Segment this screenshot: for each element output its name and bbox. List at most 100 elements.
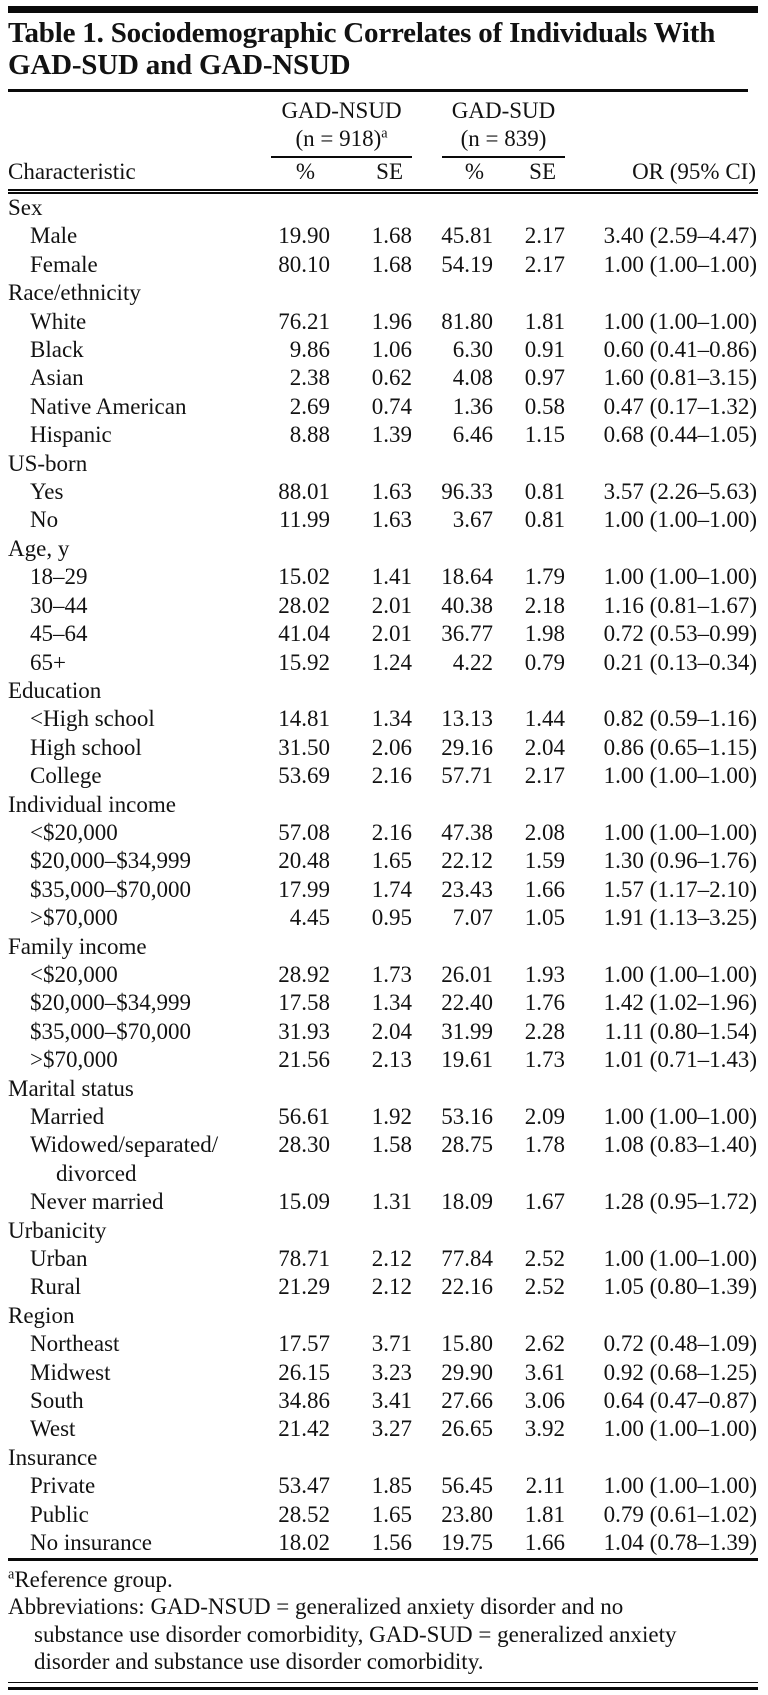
row-label: High school bbox=[30, 734, 142, 760]
se-nsud-value: 1.74 bbox=[371, 876, 412, 902]
row-label: Rural bbox=[30, 1274, 82, 1300]
pct-sud-value: 29.90 bbox=[441, 1359, 493, 1385]
section-header-row: Insurance bbox=[8, 1444, 758, 1472]
row-label: Urban bbox=[30, 1246, 88, 1272]
footnote-line: substance use disorder comorbidity, GAD-… bbox=[34, 1621, 677, 1647]
row-label: No bbox=[30, 507, 59, 533]
se-nsud-value: 1.92 bbox=[371, 1104, 412, 1129]
pct-sud-value: 22.40 bbox=[441, 990, 493, 1016]
se-nsud-value: 1.68 bbox=[371, 223, 412, 249]
pct-sud-value: 6.30 bbox=[452, 337, 493, 363]
table-header: GAD-NSUD (n = 918)a GAD-SUD (n = 839) Ch… bbox=[8, 92, 758, 194]
se-nsud-value: 1.31 bbox=[371, 1189, 412, 1215]
se-sud-value: 1.15 bbox=[524, 422, 565, 448]
row-label: South bbox=[30, 1388, 84, 1414]
table-row: Northeast 17.57 3.71 15.80 2.62 0.72 (0.48–1.… bbox=[8, 1330, 758, 1358]
pct-nsud-value: 15.92 bbox=[278, 649, 330, 675]
pct-nsud-value: 78.71 bbox=[278, 1246, 330, 1272]
row-label: 45–64 bbox=[30, 621, 88, 647]
se-sud-value: 3.92 bbox=[524, 1416, 565, 1442]
col-header-or-ci: OR (95% CI) bbox=[565, 158, 758, 194]
row-label: Midwest bbox=[30, 1359, 111, 1385]
se-sud-value: 2.11 bbox=[525, 1473, 565, 1499]
or-ci-value: 1.30 (0.96–1.76) bbox=[603, 848, 757, 874]
table-row: Asian 2.38 0.62 4.08 0.97 1.60 (0.81–3.15) bbox=[8, 364, 758, 392]
or-ci-value: 1.01 (0.71–1.43) bbox=[603, 1047, 757, 1073]
pct-sud-value: 19.75 bbox=[441, 1530, 493, 1556]
se-nsud-value: 2.16 bbox=[371, 763, 412, 789]
se-nsud-value: 0.62 bbox=[371, 365, 412, 391]
row-label: <$20,000 bbox=[30, 819, 118, 845]
se-nsud-value: 1.85 bbox=[371, 1473, 412, 1499]
or-ci-value: 1.00 (1.00–1.00) bbox=[603, 564, 757, 590]
table-row: Public 28.52 1.65 23.80 1.81 0.79 (0.61–1.02) bbox=[8, 1501, 758, 1529]
pct-nsud-value: 26.15 bbox=[278, 1359, 330, 1385]
row-label: <$20,000 bbox=[30, 961, 118, 987]
pct-sud-value: 57.71 bbox=[441, 763, 493, 789]
section-header: Race/ethnicity bbox=[8, 280, 141, 306]
pct-nsud-value: 21.29 bbox=[278, 1274, 330, 1300]
se-nsud-value: 1.34 bbox=[371, 706, 412, 732]
table-row: High school 31.50 2.06 29.16 2.04 0.86 (0.65–… bbox=[8, 734, 758, 762]
se-sud-value: 1.59 bbox=[524, 848, 565, 874]
row-label: Married bbox=[30, 1104, 105, 1129]
pct-nsud-value: 28.30 bbox=[278, 1132, 330, 1158]
pct-nsud-value: 31.93 bbox=[278, 1018, 330, 1044]
pct-nsud-value: 80.10 bbox=[278, 251, 330, 277]
se-sud-value: 2.08 bbox=[524, 819, 565, 845]
pct-sud-value: 19.61 bbox=[441, 1047, 493, 1073]
se-nsud-value: 2.13 bbox=[371, 1047, 412, 1073]
or-ci-value: 0.72 (0.53–0.99) bbox=[603, 621, 757, 647]
pct-sud-value: 47.38 bbox=[441, 819, 493, 845]
section-header-row: Education bbox=[8, 677, 758, 705]
section-header-row: Age, y bbox=[8, 535, 758, 563]
row-label: Female bbox=[30, 251, 98, 277]
top-rule bbox=[8, 6, 758, 13]
table-row: $20,000–$34,999 17.58 1.34 22.40 1.76 1.42 (1… bbox=[8, 989, 758, 1017]
col-header-pct-sud: % bbox=[412, 158, 493, 194]
se-sud-value: 2.17 bbox=[524, 763, 565, 789]
pct-nsud-value: 2.38 bbox=[289, 365, 330, 391]
table-row: Urban 78.71 2.12 77.84 2.52 1.00 (1.00–1.00) bbox=[8, 1245, 758, 1273]
pct-sud-value: 6.46 bbox=[452, 422, 493, 448]
pct-sud-value: 26.65 bbox=[441, 1416, 493, 1442]
row-label: <High school bbox=[30, 706, 155, 732]
table-row: Midwest 26.15 3.23 29.90 3.61 0.92 (0.68–1.25… bbox=[8, 1359, 758, 1387]
pct-sud-value: 96.33 bbox=[441, 479, 493, 505]
se-nsud-value: 1.41 bbox=[371, 564, 412, 590]
table-row: >$70,000 21.56 2.13 19.61 1.73 1.01 (0.71–1.4… bbox=[8, 1046, 758, 1074]
pct-nsud-value: 15.09 bbox=[278, 1189, 330, 1215]
footnote-marker: a bbox=[8, 1565, 15, 1582]
pct-sud-value: 23.80 bbox=[441, 1501, 493, 1527]
table-row: Yes 88.01 1.63 96.33 0.81 3.57 (2.26–5.63) bbox=[8, 478, 758, 506]
footnote: Abbreviations: GAD-NSUD = generalized an… bbox=[8, 1593, 758, 1676]
row-label: Private bbox=[30, 1473, 96, 1499]
table-row: South 34.86 3.41 27.66 3.06 0.64 (0.47–0.87) bbox=[8, 1387, 758, 1415]
se-nsud-value: 0.95 bbox=[371, 905, 412, 931]
section-header-row: Race/ethnicity bbox=[8, 279, 758, 307]
pct-nsud-value: 88.01 bbox=[278, 479, 330, 505]
or-ci-value: 1.00 (1.00–1.00) bbox=[603, 1246, 757, 1272]
se-nsud-value: 1.65 bbox=[371, 848, 412, 874]
or-ci-value: 1.00 (1.00–1.00) bbox=[603, 763, 757, 789]
pct-sud-value: 26.01 bbox=[441, 961, 493, 987]
table-row: Widowed/separated/divorced 28.30 1.58 28.75… bbox=[8, 1131, 758, 1188]
pct-sud-value: 4.22 bbox=[452, 649, 493, 675]
se-nsud-value: 1.58 bbox=[371, 1132, 412, 1158]
se-nsud-value: 1.56 bbox=[371, 1530, 412, 1556]
pct-nsud-value: 15.02 bbox=[278, 564, 330, 590]
or-ci-value: 1.00 (1.00–1.00) bbox=[603, 1473, 757, 1499]
pct-nsud-value: 11.99 bbox=[279, 507, 330, 533]
se-sud-value: 2.52 bbox=[524, 1246, 565, 1272]
se-sud-value: 2.28 bbox=[524, 1018, 565, 1044]
pct-nsud-value: 2.69 bbox=[289, 393, 330, 419]
table-row: $20,000–$34,999 20.48 1.65 22.12 1.59 1.30 (0… bbox=[8, 847, 758, 875]
or-ci-value: 1.11 (0.80–1.54) bbox=[604, 1018, 757, 1044]
pct-sud-value: 18.64 bbox=[441, 564, 493, 590]
pct-nsud-value: 17.99 bbox=[278, 876, 330, 902]
section-header-row: Marital status bbox=[8, 1075, 758, 1103]
se-nsud-value: 2.12 bbox=[371, 1274, 412, 1300]
or-ci-value: 0.68 (0.44–1.05) bbox=[603, 422, 757, 448]
table-row: Rural 21.29 2.12 22.16 2.52 1.05 (0.80–1.39) bbox=[8, 1273, 758, 1301]
se-nsud-value: 1.65 bbox=[371, 1501, 412, 1527]
